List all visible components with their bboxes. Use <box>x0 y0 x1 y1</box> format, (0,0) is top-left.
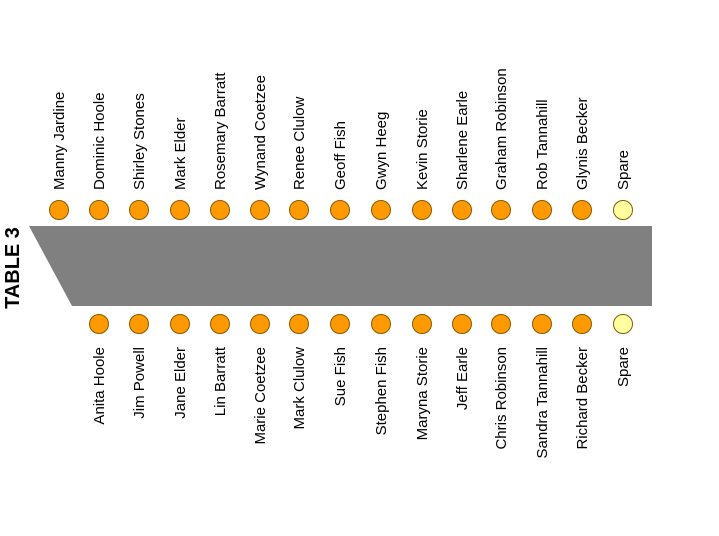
name-label-bottom-6: Mark Clulow <box>291 347 308 430</box>
name-label-bottom-8: Stephen Fish <box>373 347 390 435</box>
seat-bottom-3-jane-elder <box>170 314 190 334</box>
seat-bottom-12-sandra-tannahill <box>532 314 552 334</box>
name-label-top-6: Wynand Coetzee <box>252 75 269 190</box>
seat-top-13-rob-tannahill <box>532 200 552 220</box>
seat-bottom-5-marie-coetzee <box>250 314 270 334</box>
table-title: TABLE 3 <box>2 227 24 309</box>
name-label-top-8: Geoff Fish <box>332 121 349 190</box>
name-label-top-12: Graham Robinson <box>493 68 510 190</box>
name-label-bottom-10: Jeff Earle <box>454 347 471 410</box>
name-label-top-2: Dominic Hoole <box>91 92 108 190</box>
name-label-bottom-3: Jane Elder <box>172 347 189 419</box>
seat-bottom-14-spare <box>613 314 633 334</box>
name-label-top-1: Manny Jardine <box>51 92 68 190</box>
seat-top-11-sharlene-earle <box>452 200 472 220</box>
seat-bottom-11-chris-robinson <box>491 314 511 334</box>
seat-top-14-glynis-becker <box>572 200 592 220</box>
seat-bottom-9-maryna-storie <box>412 314 432 334</box>
name-label-top-14: Glynis Becker <box>574 97 591 190</box>
name-label-top-7: Renee Clulow <box>291 96 308 190</box>
seat-top-2-dominic-hoole <box>89 200 109 220</box>
name-label-bottom-4: Lin Barratt <box>212 346 229 416</box>
name-label-bottom-13: Richard Becker <box>574 347 591 450</box>
name-label-top-11: Sharlene Earle <box>454 91 471 190</box>
table-shape <box>29 226 652 306</box>
seat-top-12-graham-robinson <box>491 200 511 220</box>
name-label-top-3: Shirley Stones <box>131 93 148 190</box>
name-label-top-4: Mark Elder <box>172 117 189 190</box>
seat-bottom-4-lin-barratt <box>210 314 230 334</box>
name-label-top-10: Kevin Storie <box>414 109 431 190</box>
name-label-bottom-5: Marie Coetzee <box>252 347 269 445</box>
seat-bottom-1-anita-hoole <box>89 314 109 334</box>
seat-top-10-kevin-storie <box>412 200 432 220</box>
name-label-bottom-12: Sandra Tannahill <box>534 347 551 458</box>
seat-bottom-7-sue-fish <box>330 314 350 334</box>
seat-top-1-manny-jardine <box>49 200 69 220</box>
name-label-bottom-9: Maryna Storie <box>414 347 431 440</box>
seat-top-7-renee-clulow <box>289 200 309 220</box>
seat-bottom-10-jeff-earle <box>452 314 472 334</box>
name-label-bottom-7: Sue Fish <box>332 347 349 406</box>
name-label-top-5: Rosemary Barratt <box>212 72 229 190</box>
name-label-bottom-14: Spare <box>615 347 632 387</box>
top-side-seats: Manny Jardine Dominic Hoole Shirley Stones… <box>49 68 633 220</box>
seat-top-9-gwyn-heeg <box>371 200 391 220</box>
bottom-side-seats: Anita Hoole Jim Powell Jane Elder Lin Barra… <box>89 314 633 458</box>
seat-top-3-shirley-stones <box>129 200 149 220</box>
seat-bottom-13-richard-becker <box>572 314 592 334</box>
seat-top-15-spare <box>613 200 633 220</box>
seat-top-4-mark-elder <box>170 200 190 220</box>
seat-bottom-2-jim-powell <box>129 314 149 334</box>
seat-bottom-8-stephen-fish <box>371 314 391 334</box>
seat-bottom-6-mark-clulow <box>289 314 309 334</box>
name-label-bottom-1: Anita Hoole <box>91 347 108 425</box>
name-label-top-9: Gwyn Heeg <box>373 112 390 190</box>
name-label-bottom-2: Jim Powell <box>131 347 148 419</box>
name-label-bottom-11: Chris Robinson <box>493 347 510 450</box>
seat-top-5-rosemary-barratt <box>210 200 230 220</box>
name-label-top-15: Spare <box>615 150 632 190</box>
name-label-top-13: Rob Tannahill <box>534 99 551 190</box>
seat-top-6-wynand-coetzee <box>250 200 270 220</box>
seat-top-8-geoff-fish <box>330 200 350 220</box>
